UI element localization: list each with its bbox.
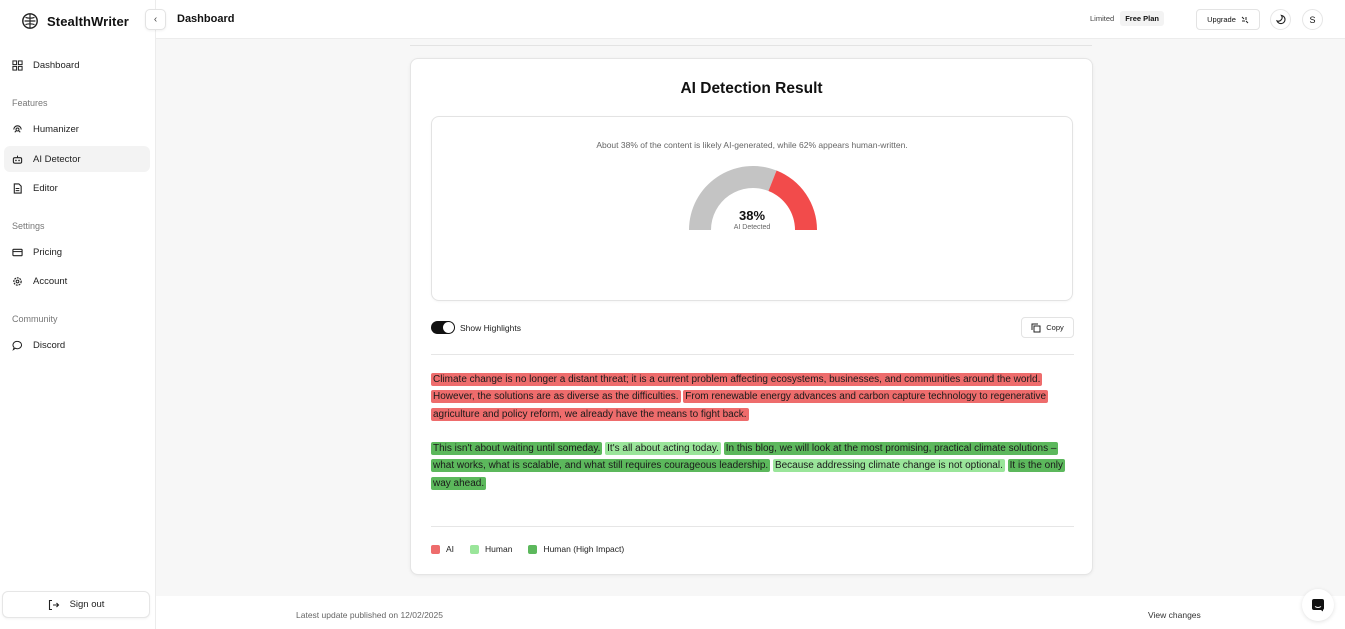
legend-ai: AI xyxy=(431,544,454,554)
human-segment: It's all about acting today. xyxy=(605,442,721,455)
human-arc xyxy=(689,165,777,230)
update-notice: Latest update published on 12/02/2025 xyxy=(296,610,443,620)
result-title: AI Detection Result xyxy=(680,80,823,97)
footer: Latest update published on 12/02/2025 Vi… xyxy=(156,596,1345,629)
upgrade-label: Upgrade xyxy=(1207,15,1236,24)
gear-icon xyxy=(13,276,22,286)
sparkle-icon xyxy=(1241,16,1249,23)
human-high-impact-swatch xyxy=(528,544,538,554)
document-icon xyxy=(13,182,22,194)
sign-out-icon xyxy=(48,599,59,610)
sign-out-button[interactable]: Sign out xyxy=(2,591,150,618)
page-title: Dashboard xyxy=(177,13,235,25)
sidebar-item-label: AI Detector xyxy=(33,153,81,165)
theme-toggle-button[interactable] xyxy=(1270,9,1291,30)
sidebar-item-label: Editor xyxy=(33,182,58,194)
humanizer-icon xyxy=(13,124,22,133)
result-summary: About 38% of the content is likely AI-ge… xyxy=(596,140,908,150)
brain-logo-icon xyxy=(22,13,38,29)
copy-label: Copy xyxy=(1046,323,1064,332)
legend-human-high-impact: Human (High Impact) xyxy=(528,544,624,554)
grid-icon xyxy=(12,59,23,71)
top-header: Dashboard Limited Free Plan Upgrade S xyxy=(156,0,1345,39)
plan-badge: Free Plan xyxy=(1120,11,1164,26)
card-icon xyxy=(12,248,23,256)
robot-icon xyxy=(12,155,23,164)
sidebar-item-editor[interactable]: Editor xyxy=(4,175,150,201)
legend-human: Human xyxy=(470,544,512,554)
highlighted-paragraph-1: Climate change is no longer a distant th… xyxy=(431,371,1066,423)
plan-prefix: Limited xyxy=(1090,14,1115,23)
detection-result-card: AI Detection Result About 38% of the con… xyxy=(410,58,1093,575)
ai-segment: However, the solutions are as diverse as… xyxy=(431,390,681,404)
upgrade-button[interactable]: Upgrade xyxy=(1196,9,1260,30)
sidebar-item-humanizer[interactable]: Humanizer xyxy=(4,116,150,142)
legend-label: Human (High Impact) xyxy=(543,544,625,554)
chevron-left-icon: ‹ xyxy=(153,14,158,25)
collapse-sidebar-button[interactable]: ‹ xyxy=(145,9,166,30)
sidebar-item-pricing[interactable]: Pricing xyxy=(4,239,150,265)
section-settings: Settings xyxy=(12,221,45,231)
sidebar-item-ai-detector[interactable]: AI Detector xyxy=(4,146,150,172)
human-swatch xyxy=(470,544,480,554)
plan-indicator: Limited Free Plan xyxy=(1090,11,1164,26)
legend-label: AI xyxy=(446,544,455,554)
ai-swatch xyxy=(431,544,440,554)
show-highlights-label: Show Highlights xyxy=(460,322,521,333)
legend-label: Human xyxy=(485,544,513,554)
view-changes-link[interactable]: View changes xyxy=(1148,610,1201,620)
section-community: Community xyxy=(12,314,58,324)
copy-icon xyxy=(1031,323,1041,332)
sidebar-item-label: Discord xyxy=(33,339,66,351)
human-high-impact-segment: This isn't about waiting until someday. xyxy=(431,442,603,455)
sidebar-item-dashboard[interactable]: Dashboard xyxy=(4,52,150,78)
avatar[interactable]: S xyxy=(1302,9,1323,30)
divider xyxy=(431,354,1074,355)
ai-detected-label: AI Detected xyxy=(733,224,771,231)
sidebar-item-account[interactable]: Account xyxy=(4,268,150,294)
sidebar-item-label: Account xyxy=(33,275,68,287)
ai-gauge-chart xyxy=(689,165,817,230)
highlighted-paragraph-2: This isn't about waiting until someday. … xyxy=(431,440,1066,492)
avatar-initial: S xyxy=(1309,14,1316,25)
show-highlights-toggle[interactable] xyxy=(431,321,455,334)
sidebar-item-label: Dashboard xyxy=(33,59,80,71)
gauge-panel: About 38% of the content is likely AI-ge… xyxy=(431,116,1073,301)
support-chat-button[interactable] xyxy=(1302,589,1334,621)
sign-out-label: Sign out xyxy=(69,599,105,610)
ai-percent-value: 38% xyxy=(738,208,766,223)
sidebar: StealthWriter Dashboard Features Humaniz… xyxy=(0,0,156,629)
human-segment: Because addressing climate change is not… xyxy=(772,459,1005,473)
sidebar-item-discord[interactable]: Discord xyxy=(4,332,150,358)
show-highlights-control: Show Highlights xyxy=(431,321,521,334)
highlight-legend: AI Human Human (High Impact) xyxy=(431,544,624,554)
sidebar-item-label: Pricing xyxy=(33,246,63,258)
chat-bubble-icon xyxy=(12,340,23,351)
ai-arc xyxy=(768,170,817,230)
ai-segment: Climate change is no longer a distant th… xyxy=(431,373,1043,386)
moon-icon xyxy=(1276,14,1286,25)
brand[interactable]: StealthWriter xyxy=(21,12,129,30)
brand-name: StealthWriter xyxy=(47,13,129,29)
sidebar-item-label: Humanizer xyxy=(33,123,79,135)
section-features: Features xyxy=(12,98,48,108)
copy-button[interactable]: Copy xyxy=(1021,317,1074,338)
divider xyxy=(431,526,1074,527)
chat-icon xyxy=(1312,599,1324,612)
divider xyxy=(410,45,1092,46)
